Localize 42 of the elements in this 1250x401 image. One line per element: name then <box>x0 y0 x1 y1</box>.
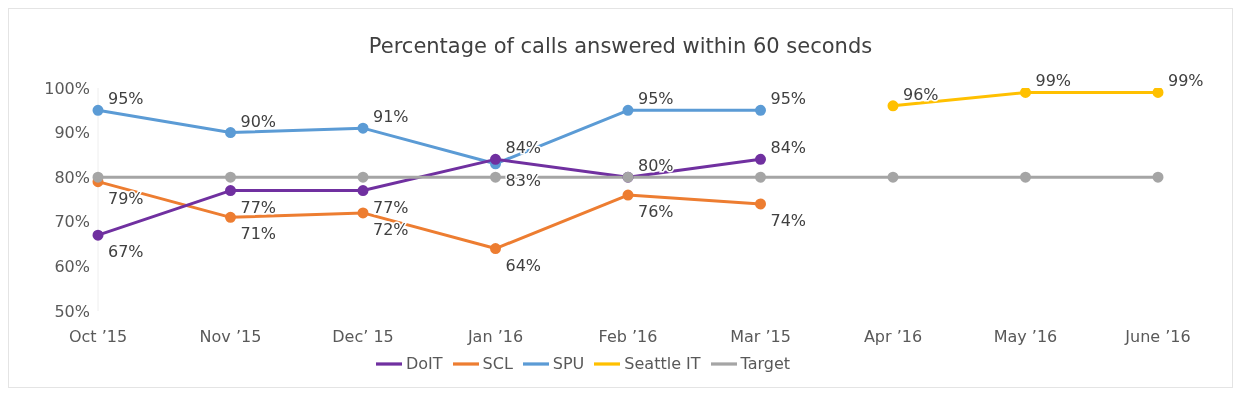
x-tick-label: Nov ’15 <box>199 327 262 347</box>
y-tick-label: 60% <box>54 257 90 277</box>
data-label: 83% <box>505 170 542 190</box>
data-label: 72% <box>373 219 409 239</box>
data-label: 84% <box>770 138 807 158</box>
y-tick-label: 50% <box>54 301 90 321</box>
legend-label: Seattle IT <box>624 353 701 373</box>
x-tick-label: Mar ’15 <box>730 327 791 347</box>
data-label: 91% <box>373 107 409 127</box>
y-tick-label: 100% <box>44 78 90 98</box>
legend-label: DoIT <box>405 353 443 373</box>
legend-label: Target <box>740 353 791 373</box>
y-tick-label: 70% <box>54 212 90 232</box>
data-label: 71% <box>240 224 277 244</box>
data-label: 95% <box>770 89 807 109</box>
data-label: 95% <box>638 89 674 109</box>
legend-label: SPU <box>552 353 585 373</box>
data-label: 95% <box>108 89 144 109</box>
x-tick-label: Apr ’16 <box>863 327 923 347</box>
data-label: 74% <box>770 210 807 230</box>
legend-label: SCL <box>482 353 513 373</box>
data-label: 99% <box>1168 71 1204 91</box>
data-label: 77% <box>240 197 277 217</box>
data-label: 79% <box>108 188 144 208</box>
y-tick-label: 90% <box>54 123 90 143</box>
x-tick-label: Jan ’16 <box>466 327 524 347</box>
x-tick-label: Feb ’16 <box>598 327 658 347</box>
data-label: 76% <box>638 202 674 222</box>
data-label: 80% <box>638 156 674 176</box>
x-tick-label: Dec’ 15 <box>332 327 394 347</box>
data-label: 84% <box>505 138 542 158</box>
x-tick-label: June ’16 <box>1124 327 1191 347</box>
x-tick-label: May ’16 <box>993 327 1058 347</box>
y-tick-label: 80% <box>54 167 90 187</box>
data-label: 99% <box>1035 71 1072 91</box>
data-label: 64% <box>505 255 542 275</box>
chart-title: Percentage of calls answered within 60 seconds <box>367 33 874 60</box>
data-label: 90% <box>240 111 277 131</box>
data-label: 67% <box>108 242 144 262</box>
x-tick-label: Oct ’15 <box>68 327 128 347</box>
data-label: 96% <box>903 84 939 104</box>
data-label: 77% <box>373 197 409 217</box>
